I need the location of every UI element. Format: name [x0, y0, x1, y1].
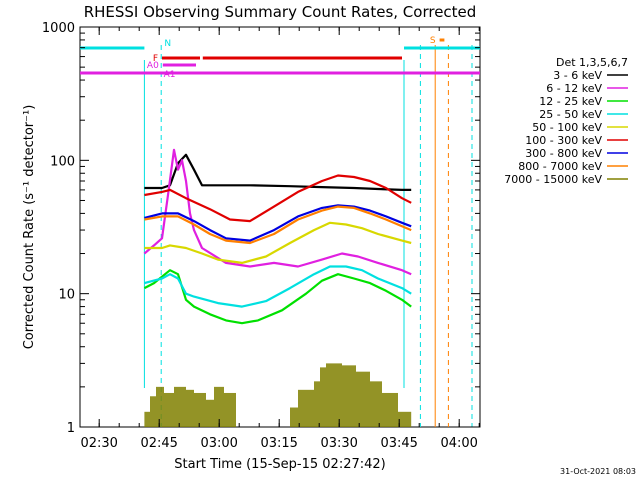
legend-title: Det 1,3,5,6,7	[556, 56, 628, 69]
series-7000-15000-bin	[150, 396, 156, 427]
series-7000-15000-bin	[144, 411, 150, 427]
series-7000-15000-bin	[376, 381, 382, 427]
x-tick-label: 03:30	[320, 436, 357, 451]
series-7000-15000-bin	[320, 367, 326, 427]
series-7000-15000-bin	[194, 392, 200, 427]
series-line-5	[144, 174, 412, 223]
x-tick-label: 04:00	[440, 436, 477, 451]
legend-entry-label: 100 - 300 keV	[525, 134, 602, 147]
series-line-7	[144, 205, 412, 245]
series-7000-15000-bin	[342, 365, 350, 427]
flag-label-A0: A0	[147, 61, 159, 71]
x-tick-label: 02:30	[80, 436, 117, 451]
legend-entry-label: 800 - 7000 keV	[518, 160, 602, 173]
flag-label-S: S	[430, 36, 436, 46]
footer-timestamp: 31-Oct-2021 08:03	[560, 467, 636, 476]
series-7000-15000-bin	[334, 363, 342, 427]
vertical-markers	[143, 45, 473, 427]
series-group	[143, 148, 412, 427]
x-axis-label: Start Time (15-Sep-15 02:27:42)	[174, 457, 385, 472]
chart-title: RHESSI Observing Summary Count Rates, Co…	[84, 3, 477, 21]
series-7000-15000-bin	[156, 386, 160, 427]
x-tick-label: 02:45	[140, 436, 177, 451]
legend-entry-label: 7000 - 15000 keV	[504, 173, 602, 186]
series-line-2	[143, 269, 412, 325]
series-7000-15000-bin	[370, 381, 376, 427]
legend-entry-label: 50 - 100 keV	[532, 121, 602, 134]
series-7000-15000-bin	[220, 386, 224, 427]
legend-entry-label: 6 - 12 keV	[546, 82, 602, 95]
series-7000-15000-bin	[290, 407, 298, 427]
series-line-3	[144, 265, 412, 308]
series-7000-15000-bin	[398, 411, 412, 427]
series-7000-15000-bin	[170, 392, 174, 427]
series-line-0	[144, 153, 412, 191]
flag-label-F: F	[153, 54, 158, 64]
series-7000-15000-bin	[382, 392, 390, 427]
series-line-1	[143, 148, 412, 276]
series-7000-15000-bin	[214, 386, 220, 427]
series-line-4	[144, 221, 412, 264]
series-line-6	[144, 204, 412, 242]
x-tick-label: 03:15	[260, 436, 297, 451]
y-tick-label: 1000	[42, 21, 75, 36]
x-tick-label: 03:00	[200, 436, 237, 451]
series-7000-15000-bin	[180, 386, 186, 427]
series-7000-15000-bin	[164, 392, 170, 427]
y-axis-label: Corrected Count Rate (s⁻¹ detector⁻¹)	[22, 105, 37, 350]
series-7000-15000-bin	[190, 389, 194, 427]
legend-entry-label: 12 - 25 keV	[539, 95, 602, 108]
series-7000-15000-bin	[390, 392, 398, 427]
series-7000-15000-bin	[174, 386, 180, 427]
series-7000-15000-bin	[298, 389, 306, 427]
series-7000-15000-bin	[224, 392, 230, 427]
series-7000-15000-bin	[230, 392, 236, 427]
series-7000-15000-bin	[186, 389, 190, 427]
legend-entry-label: 300 - 800 keV	[525, 147, 602, 160]
axis-ticks: 02:30 02:45 03:00 03:15 03:30 03:45 04:00 1 10 10…	[42, 21, 480, 451]
series-7000-15000-bin	[160, 386, 164, 427]
series-7000-15000-bin	[200, 392, 206, 427]
plot-frame	[79, 26, 481, 428]
series-7000-15000-bin	[356, 371, 362, 427]
series-7000-15000-bin	[350, 365, 356, 427]
y-tick-label: 1	[67, 421, 75, 436]
series-7000-15000-bin	[362, 371, 370, 427]
x-tick-label: 03:45	[380, 436, 417, 451]
series-7000-15000-bin	[306, 389, 314, 427]
series-7000-15000-bin	[206, 399, 214, 427]
flag-label-A1: A1	[164, 70, 176, 80]
series-7000-15000-bin	[326, 363, 334, 427]
flag-label-N: N	[164, 39, 171, 49]
legend-entry-label: 25 - 50 keV	[539, 108, 602, 121]
series-7000-15000-bin	[314, 381, 320, 427]
y-tick-label: 100	[50, 154, 75, 169]
legend-entry-label: 3 - 6 keV	[553, 69, 602, 82]
y-tick-label: 10	[58, 288, 75, 303]
